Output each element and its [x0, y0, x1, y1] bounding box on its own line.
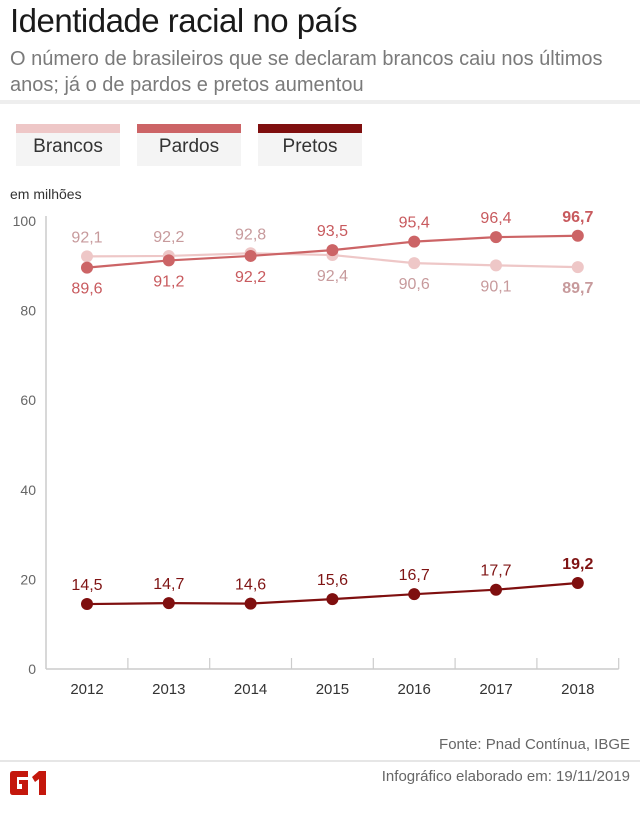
data-label-pardos: 92,2: [235, 269, 266, 286]
x-tick-label: 2015: [316, 681, 349, 698]
y-tick-label: 0: [28, 661, 36, 677]
legend-label-brancos: Brancos: [33, 136, 103, 157]
chart-title: Identidade racial no país: [10, 2, 358, 39]
data-point-pretos: [326, 593, 339, 606]
data-label-pretos: 14,6: [235, 577, 266, 594]
legend-swatch-pardos: [137, 124, 241, 133]
legend-item-brancos[interactable]: Brancos: [16, 124, 120, 166]
data-point-pretos: [490, 583, 502, 596]
legend: Brancos Pardos Pretos: [16, 124, 362, 166]
data-point-pardos: [81, 261, 93, 274]
data-point-pardos: [162, 254, 175, 267]
header-divider: [0, 100, 640, 104]
legend-swatch-pretos: [258, 124, 362, 133]
y-axis-unit-label: em milhões: [10, 186, 82, 202]
x-tick-label: 2017: [479, 681, 512, 698]
data-label-pretos: 14,7: [153, 576, 184, 593]
data-label-pardos: 96,4: [480, 210, 511, 227]
data-label-pretos: 14,5: [71, 577, 102, 594]
data-point-brancos: [490, 259, 502, 272]
data-label-pretos: 19,2: [562, 556, 593, 573]
credit-note: Infográfico elaborado em: 19/11/2019: [381, 768, 630, 785]
data-label-brancos: 92,8: [235, 226, 266, 243]
x-tick-label: 2018: [561, 681, 594, 698]
data-label-pardos: 95,4: [399, 215, 430, 232]
source-note: Fonte: Pnad Contínua, IBGE: [439, 736, 630, 753]
data-point-pardos: [244, 249, 257, 262]
y-tick-label: 80: [20, 303, 36, 319]
chart-subtitle: O número de brasileiros que se declaram …: [10, 48, 603, 96]
data-label-pretos: 16,7: [399, 567, 430, 584]
y-tick-label: 100: [13, 213, 37, 229]
x-tick-label: 2014: [234, 681, 267, 698]
data-point-pardos: [571, 229, 584, 242]
data-label-brancos: 92,2: [153, 229, 184, 246]
data-point-pardos: [408, 235, 421, 248]
y-tick-label: 20: [20, 571, 36, 587]
legend-label-pardos: Pardos: [158, 136, 220, 157]
data-point-pretos: [571, 576, 584, 589]
legend-item-pretos[interactable]: Pretos: [258, 124, 362, 166]
footer-divider: [0, 760, 640, 762]
data-point-pretos: [81, 598, 93, 611]
data-label-pardos: 93,5: [317, 223, 348, 240]
line-chart: 0 20 40 60 80 100 2012 2013 2014 2015 2016 2017 2018…: [13, 209, 620, 698]
data-point-brancos: [408, 257, 421, 270]
legend-swatch-brancos: [16, 124, 120, 133]
data-label-brancos: 92,1: [71, 229, 102, 246]
data-label-pretos: 15,6: [317, 572, 348, 589]
data-point-pretos: [162, 597, 175, 610]
data-label-pardos: 91,2: [153, 273, 184, 290]
data-label-brancos: 90,1: [480, 278, 511, 295]
g1-logo: [10, 771, 46, 795]
data-point-pretos: [244, 597, 257, 610]
data-point-pardos: [326, 244, 339, 257]
legend-label-pretos: Pretos: [282, 136, 338, 157]
legend-item-pardos[interactable]: Pardos: [137, 124, 241, 166]
data-point-brancos: [571, 261, 584, 274]
data-label-brancos: 90,6: [399, 276, 430, 293]
data-label-pardos: 96,7: [562, 209, 593, 226]
x-tick-label: 2016: [398, 681, 431, 698]
data-label-pretos: 17,7: [480, 563, 511, 580]
data-label-brancos: 89,7: [562, 280, 593, 297]
data-point-brancos: [81, 250, 93, 263]
data-point-pretos: [408, 588, 421, 601]
data-label-pardos: 89,6: [71, 281, 102, 298]
y-tick-label: 40: [20, 482, 36, 498]
x-tick-label: 2013: [152, 681, 185, 698]
data-point-pardos: [490, 231, 502, 244]
data-label-brancos: 92,4: [317, 268, 348, 285]
x-tick-label: 2012: [70, 681, 103, 698]
y-tick-label: 60: [20, 392, 36, 408]
